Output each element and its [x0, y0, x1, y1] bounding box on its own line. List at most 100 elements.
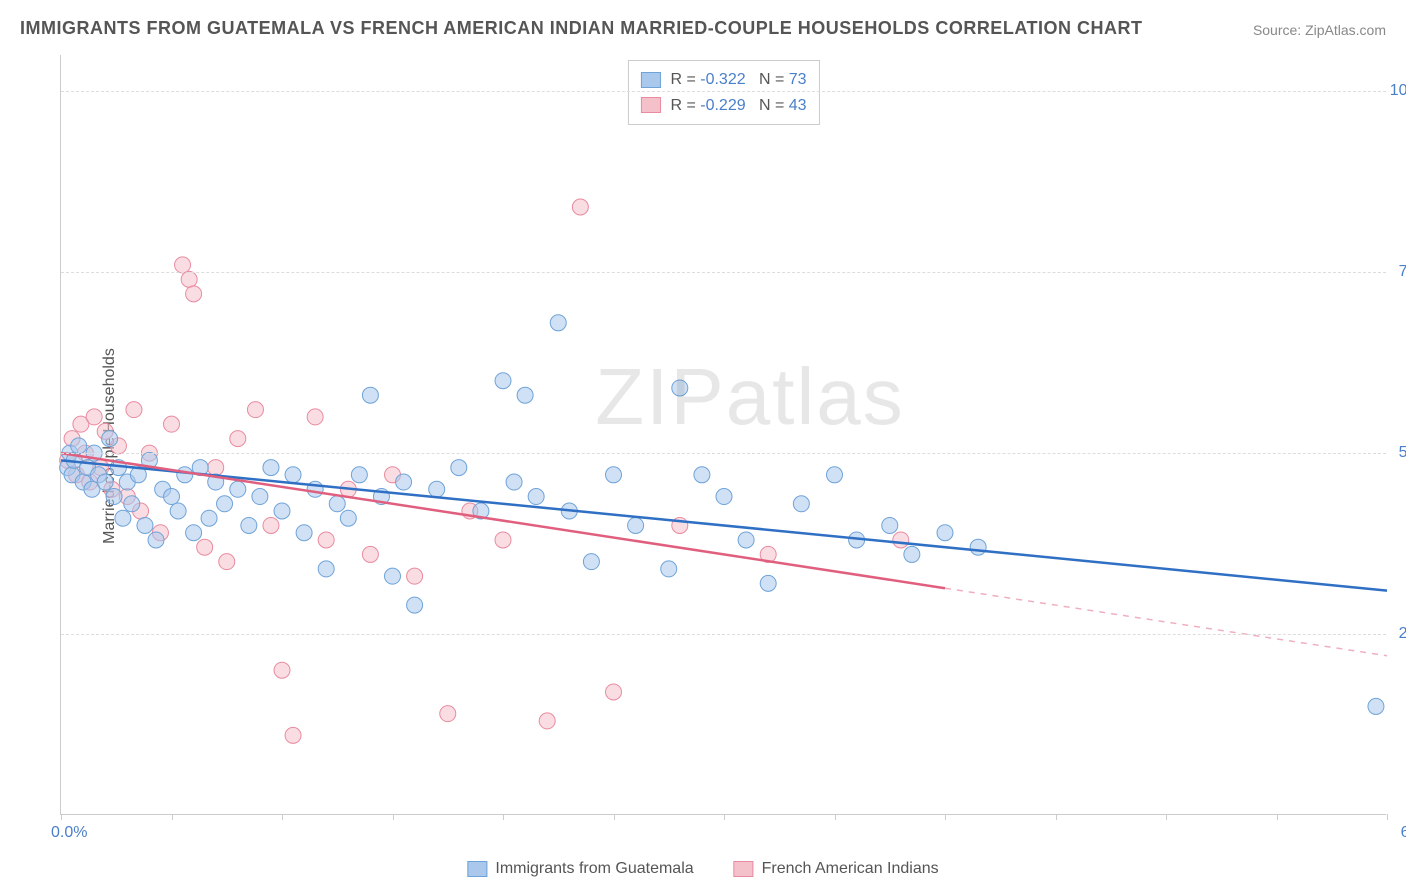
x-tick: [835, 814, 836, 820]
x-tick: [945, 814, 946, 820]
x-tick: [61, 814, 62, 820]
scatter-point: [318, 532, 334, 548]
scatter-point: [318, 561, 334, 577]
gridline: [61, 272, 1386, 273]
gridline: [61, 453, 1386, 454]
scatter-point: [197, 539, 213, 555]
scatter-point: [329, 496, 345, 512]
scatter-point: [362, 546, 378, 562]
y-tick-label: 100.0%: [1390, 82, 1406, 100]
x-tick: [1056, 814, 1057, 820]
scatter-point: [827, 467, 843, 483]
scatter-point: [937, 525, 953, 541]
scatter-point: [407, 568, 423, 584]
gridline: [61, 91, 1386, 92]
bottom-legend: Immigrants from Guatemala French American…: [467, 860, 938, 878]
scatter-point: [126, 402, 142, 418]
scatter-point: [385, 568, 401, 584]
scatter-point: [170, 503, 186, 519]
scatter-point: [340, 510, 356, 526]
scatter-point: [230, 481, 246, 497]
scatter-point: [217, 496, 233, 512]
corr-legend-text: R = -0.229 N = 43: [670, 93, 806, 119]
scatter-point: [882, 517, 898, 533]
corr-legend-row: R = -0.322 N = 73: [640, 67, 806, 93]
corr-legend-text: R = -0.322 N = 73: [670, 67, 806, 93]
scatter-point: [738, 532, 754, 548]
scatter-point: [86, 409, 102, 425]
legend-label: French American Indians: [762, 860, 939, 878]
scatter-point: [241, 517, 257, 533]
x-tick: [614, 814, 615, 820]
scatter-point: [583, 554, 599, 570]
scatter-point: [572, 199, 588, 215]
x-max-label: 60.0%: [1401, 824, 1406, 842]
x-tick: [1277, 814, 1278, 820]
x-tick: [1387, 814, 1388, 820]
x-tick: [393, 814, 394, 820]
chart-title: IMMIGRANTS FROM GUATEMALA VS FRENCH AMER…: [20, 18, 1142, 39]
scatter-point: [793, 496, 809, 512]
scatter-point: [893, 532, 909, 548]
scatter-point: [429, 481, 445, 497]
scatter-point: [672, 380, 688, 396]
y-tick-label: 50.0%: [1399, 444, 1406, 462]
scatter-point: [351, 467, 367, 483]
scatter-point: [274, 662, 290, 678]
scatter-point: [606, 467, 622, 483]
scatter-point: [528, 489, 544, 505]
scatter-point: [274, 503, 290, 519]
x-tick: [172, 814, 173, 820]
scatter-point: [285, 727, 301, 743]
scatter-point: [760, 575, 776, 591]
scatter-point: [230, 431, 246, 447]
y-tick-label: 75.0%: [1399, 263, 1406, 281]
scatter-point: [247, 402, 263, 418]
correlation-legend: R = -0.322 N = 73R = -0.229 N = 43: [627, 60, 819, 125]
scatter-point: [177, 467, 193, 483]
legend-swatch: [640, 72, 660, 88]
scatter-point: [550, 315, 566, 331]
scatter-point: [97, 474, 113, 490]
scatter-point: [263, 460, 279, 476]
scatter-point: [694, 467, 710, 483]
legend-swatch: [640, 97, 660, 113]
trend-line-extrapolation: [945, 588, 1387, 656]
trend-line: [61, 460, 1387, 590]
scatter-point: [396, 474, 412, 490]
scatter-point: [263, 517, 279, 533]
scatter-point: [137, 517, 153, 533]
legend-label: Immigrants from Guatemala: [495, 860, 693, 878]
scatter-point: [252, 489, 268, 505]
scatter-point: [186, 525, 202, 541]
scatter-point: [164, 416, 180, 432]
scatter-point: [201, 510, 217, 526]
scatter-point: [362, 387, 378, 403]
scatter-point: [307, 409, 323, 425]
x-tick: [1166, 814, 1167, 820]
scatter-point: [124, 496, 140, 512]
scatter-point: [106, 489, 122, 505]
scatter-point: [661, 561, 677, 577]
scatter-point: [115, 510, 131, 526]
scatter-point: [285, 467, 301, 483]
scatter-point: [517, 387, 533, 403]
scatter-point: [970, 539, 986, 555]
scatter-point: [1368, 698, 1384, 714]
scatter-point: [219, 554, 235, 570]
corr-legend-row: R = -0.229 N = 43: [640, 93, 806, 119]
trend-line: [61, 453, 945, 588]
scatter-point: [440, 706, 456, 722]
scatter-point: [506, 474, 522, 490]
scatter-point: [495, 532, 511, 548]
chart-svg: [61, 55, 1386, 814]
scatter-point: [628, 517, 644, 533]
scatter-point: [181, 271, 197, 287]
scatter-point: [716, 489, 732, 505]
scatter-point: [148, 532, 164, 548]
legend-swatch: [734, 861, 754, 877]
scatter-point: [164, 489, 180, 505]
legend-item: Immigrants from Guatemala: [467, 860, 693, 878]
gridline: [61, 634, 1386, 635]
scatter-point: [495, 373, 511, 389]
